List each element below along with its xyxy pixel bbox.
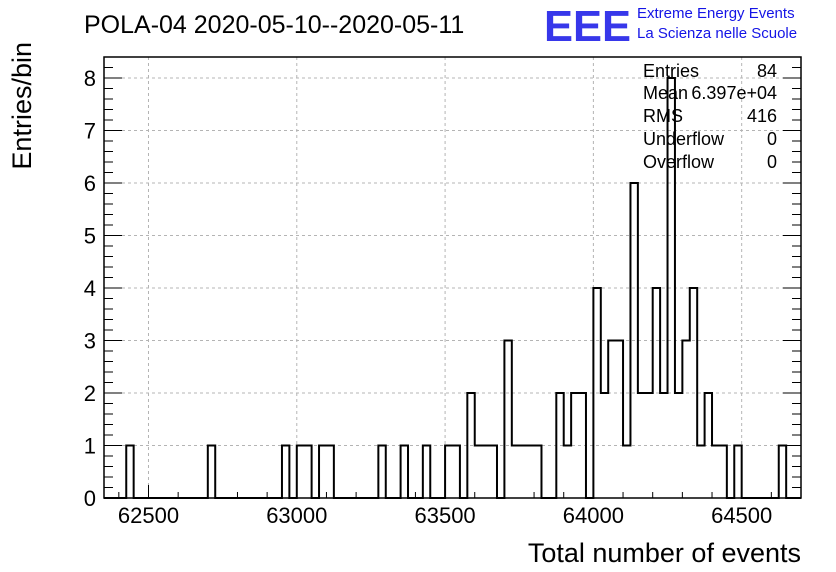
x-tick-label: 64500 (711, 503, 772, 528)
stats-overflow-value: 0 (767, 152, 777, 172)
y-tick-label: 0 (84, 486, 96, 511)
y-tick-label: 6 (84, 171, 96, 196)
stats-mean-label: Mean (643, 83, 688, 103)
stats-box: Entries 84 Mean 6.397e+04 RMS 416 Underf… (643, 61, 777, 172)
axis-ticks (104, 67, 802, 499)
x-tick-label: 63000 (266, 503, 327, 528)
eee-logo: EEE Extreme Energy Events La Scienza nel… (544, 2, 797, 51)
x-tick-label: 62500 (118, 503, 179, 528)
y-tick-label: 8 (84, 66, 96, 91)
y-tick-label: 1 (84, 434, 96, 459)
logo-line2: La Scienza nelle Scuole (637, 25, 797, 42)
chart-title: POLA-04 2020-05-10--2020-05-11 (84, 11, 464, 39)
grid (104, 57, 801, 498)
y-tick-labels: 0 1 2 3 4 5 6 7 8 (84, 66, 96, 511)
x-axis-label: Total number of events (528, 538, 801, 568)
y-tick-label: 2 (84, 381, 96, 406)
stats-rms-label: RMS (643, 106, 683, 126)
x-tick-label: 64000 (563, 503, 624, 528)
y-axis-label: Entries/bin (7, 42, 37, 170)
stats-underflow-value: 0 (767, 129, 777, 149)
x-tick-label: 63500 (414, 503, 475, 528)
y-tick-label: 4 (84, 276, 96, 301)
stats-overflow-label: Overflow (643, 152, 715, 172)
stats-rms-value: 416 (747, 106, 777, 126)
x-tick-labels: 62500 63000 63500 64000 64500 (118, 503, 772, 528)
logo-mark: EEE (544, 2, 631, 51)
y-tick-label: 3 (84, 329, 96, 354)
stats-entries-value: 84 (757, 61, 777, 81)
stats-entries-label: Entries (643, 61, 699, 81)
stats-underflow-label: Underflow (643, 129, 725, 149)
y-tick-label: 5 (84, 224, 96, 249)
y-tick-label: 7 (84, 119, 96, 144)
stats-mean-value: 6.397e+04 (691, 83, 777, 103)
logo-line1: Extreme Energy Events (637, 5, 795, 22)
